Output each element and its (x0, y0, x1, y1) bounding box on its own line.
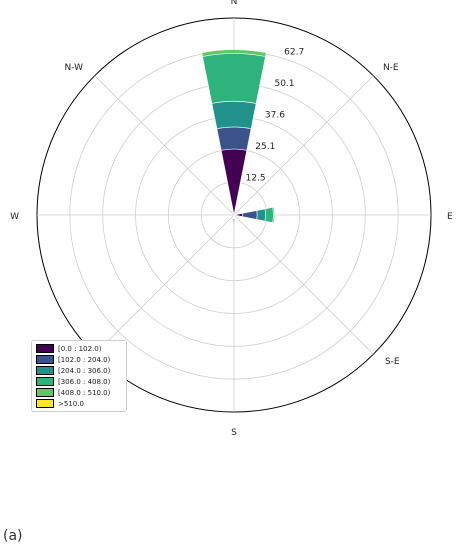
axis-labels: N N-E E S-E S W N-W 12.5 25.1 37.6 50.1 62.7 (10, 0, 453, 438)
wind-bar-n-bin-0 (220, 148, 248, 216)
direction-label-w: W (10, 212, 19, 222)
legend-item: [204.0 : 306.0) (36, 365, 122, 376)
grid-spoke (233, 75, 374, 216)
legend-label: >510.0 (58, 399, 84, 408)
legend-swatch (36, 355, 54, 364)
direction-label-n-w: N-W (65, 63, 84, 73)
direction-label-e: E (447, 212, 453, 222)
direction-label-n-e: N-E (383, 63, 399, 73)
wind-rose-chart: N N-E E S-E S W N-W 12.5 25.1 37.6 50.1 62.7 (10, 0, 453, 438)
legend-swatch (36, 388, 54, 397)
radial-tick-label: 37.6 (265, 111, 285, 121)
legend-swatch (36, 399, 54, 408)
legend-label: [408.0 : 510.0) (58, 388, 111, 397)
legend-swatch (36, 366, 54, 375)
legend-label: [0.0 : 102.0) (58, 344, 102, 353)
legend-swatch (36, 344, 54, 353)
radial-tick-label: 62.7 (284, 48, 304, 58)
radial-tick-label: 12.5 (246, 174, 266, 184)
wind-bar-s-bin-0 (233, 214, 235, 218)
legend-label: [102.0 : 204.0) (58, 355, 111, 364)
figure-caption: (a) (3, 528, 23, 544)
wind-bar-e-bin-1 (233, 210, 258, 220)
wind-bars (201, 49, 276, 224)
direction-label-n: N (231, 0, 238, 7)
grid-spoke (233, 214, 374, 355)
legend-label: [306.0 : 408.0) (58, 377, 111, 386)
wind-bar-e-bin-0 (233, 212, 243, 218)
legend-item: [102.0 : 204.0) (36, 354, 122, 365)
legend-item: [0.0 : 102.0) (36, 343, 122, 354)
radial-tick-label: 25.1 (255, 142, 275, 152)
legend-item: >510.0 (36, 398, 122, 409)
grid-spoke (94, 75, 235, 216)
legend-label: [204.0 : 306.0) (58, 366, 111, 375)
legend-swatch (36, 377, 54, 386)
direction-label-s: S (231, 428, 237, 438)
legend-item: [408.0 : 510.0) (36, 387, 122, 398)
legend: [0.0 : 102.0) [102.0 : 204.0) [204.0 : 3… (31, 340, 127, 412)
radial-tick-label: 50.1 (274, 79, 294, 89)
grid-spoke (94, 214, 235, 355)
legend-item: [306.0 : 408.0) (36, 376, 122, 387)
direction-label-s-e: S-E (385, 357, 400, 367)
